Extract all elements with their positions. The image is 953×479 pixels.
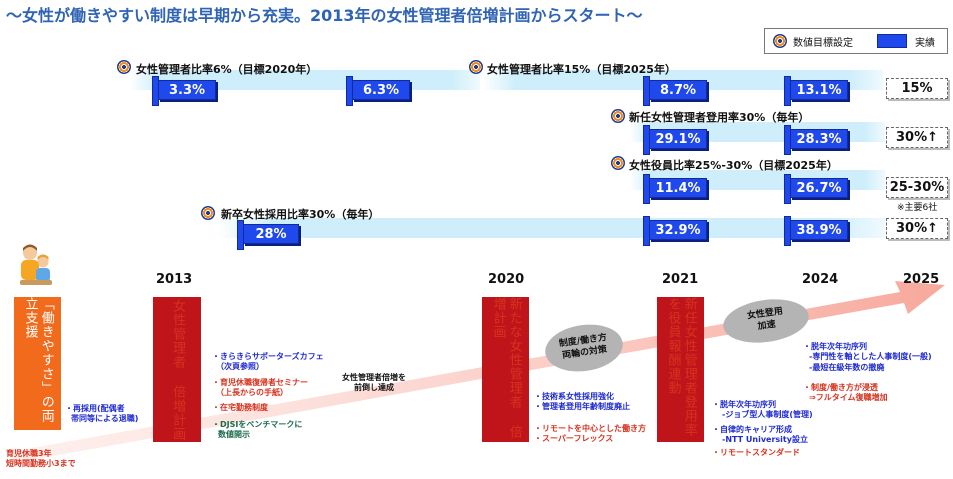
target-icon	[773, 34, 787, 48]
note-line: ・きらきらサポーターズカフェ	[212, 352, 324, 361]
note-remote2: ・リモートを中心とした働き方 ・スーパーフレックス	[534, 424, 646, 445]
goal-box: 30%↑	[886, 127, 948, 148]
target-icon	[469, 60, 483, 74]
plan-2020-box: 新たな女性管理者 倍増計画	[482, 297, 529, 442]
note-line: 育児休職3年	[6, 449, 52, 458]
actual-flag: 8.7%	[643, 76, 707, 106]
note-line: -NTT University設立	[722, 435, 808, 445]
note-line: ・育児休職復帰者セミナー	[212, 378, 308, 387]
note-cafe: ・きらきらサポーターズカフェ （次頁参照）	[212, 352, 324, 373]
note-rehire: ・再採用(配偶者 帯同等による退職)	[65, 404, 138, 425]
plan-2021-box: 新任女性管理者登用率を役員報酬連動	[657, 297, 704, 442]
promote-line: 加速	[757, 319, 777, 333]
actual-flag: 6.3%	[346, 76, 410, 106]
note-line: 女性管理者倍増を	[342, 373, 406, 382]
actual-flag: 29.1%	[643, 125, 707, 155]
note-line: 帯同等による退職)	[71, 414, 139, 424]
goal-box: 15%	[886, 78, 948, 99]
note-line: ・リモートスタンダード	[712, 448, 800, 457]
note-line: ・在宅勤務制度	[212, 403, 268, 412]
note-line: ・脱年次年功序列	[803, 342, 867, 351]
note-line: ・スーパーフレックス	[534, 434, 614, 444]
note-line: 前倒し達成	[354, 383, 394, 393]
note-ahead: 女性管理者倍増を 前倒し達成	[342, 373, 406, 394]
note-line: ・技術系女性採用強化	[534, 392, 614, 401]
year-2020: 2020	[488, 272, 525, 287]
plan-2013-box: 女性管理者 倍増計画	[153, 297, 201, 442]
year-2024: 2024	[802, 272, 839, 287]
actual-flag: 11.4%	[643, 174, 707, 204]
year-2013: 2013	[156, 272, 193, 287]
goal-box: 25-30%	[886, 177, 948, 198]
actual-flag: 13.1%	[784, 76, 848, 106]
goal-box: 30%↑	[886, 218, 948, 239]
year-2025: 2025	[903, 272, 940, 287]
actual-flag: 32.9%	[643, 216, 707, 246]
band-officer-label: 女性役員比率25%-30%（目標2025年）	[629, 159, 838, 172]
note-rehire2: ・制度/働き方が浸透 ⇒フルタイム復職増加	[803, 383, 888, 404]
note-tech: ・技術系女性採用強化 ・管理者登用年齢制度廃止	[534, 392, 630, 413]
target-icon	[201, 206, 215, 220]
actual-flag: 28%	[237, 220, 299, 250]
note-remote: ・在宅勤務制度	[212, 403, 268, 413]
legend: 数値目標設定 実績	[764, 28, 948, 54]
note-line: （次頁参照）	[216, 362, 264, 372]
band-mgr2020-label: 女性管理者比率6%（目標2020年）	[136, 63, 318, 76]
band-newmgr-label: 新任女性管理者登用率30%（毎年）	[629, 111, 810, 124]
officer-note: ※主要6社	[897, 203, 938, 213]
actual-flag: 26.7%	[784, 174, 848, 204]
note-line: -最短在級年数の撤廃	[809, 362, 885, 372]
note-jobtype: ・脱年次年功序列 -ジョブ型人事制度(管理)	[712, 400, 813, 421]
family-icon	[20, 244, 52, 285]
note-djsi: ・DJSIをベンチマークに 数値開示	[212, 420, 302, 441]
note-line: 数値開示	[218, 430, 250, 440]
note-line: ⇒フルタイム復職増加	[809, 393, 888, 403]
note-expert: ・脱年次年功序列 -専門性を軸とした人事制度(一般) -最短在級年数の撤廃	[803, 342, 932, 373]
note-remote3: ・リモートスタンダード	[712, 448, 800, 458]
work-support-box: 「働きやすさ」の両立支援	[14, 297, 61, 430]
note-line: ・DJSIをベンチマークに	[212, 420, 303, 429]
year-2021: 2021	[662, 272, 699, 287]
target-icon	[611, 156, 625, 170]
legend-actual-label: 実績	[915, 38, 935, 49]
note-line: ・管理者登用年齢制度廃止	[534, 402, 630, 412]
note-line: ・リモートを中心とした働き方	[534, 424, 646, 433]
target-icon	[117, 60, 131, 74]
note-line: ・再採用(配偶者	[65, 404, 125, 413]
note-line: -専門性を軸とした人事制度(一般)	[809, 352, 932, 362]
band-grad-label: 新卒女性採用比率30%（毎年）	[221, 208, 380, 221]
legend-target-label: 数値目標設定	[793, 38, 853, 49]
note-line: -ジョブ型人事制度(管理)	[722, 410, 813, 420]
page-title: ～女性が働きやすい制度は早期から充実。2013年の女性管理者倍増計画からスタート…	[6, 6, 643, 25]
note-line: （上長からの手紙）	[216, 388, 288, 398]
note-line: ・制度/働き方が浸透	[803, 383, 878, 392]
blue-flag-icon	[877, 34, 907, 48]
actual-flag: 3.3%	[152, 76, 216, 106]
actual-flag: 28.3%	[784, 125, 848, 155]
band-grad	[218, 218, 885, 238]
note-seminar: ・育児休職復帰者セミナー （上長からの手紙）	[212, 378, 308, 399]
actual-flag: 38.9%	[784, 216, 848, 246]
target-icon	[611, 109, 625, 123]
note-leave: 育児休職3年 短時間勤務小3まで	[6, 449, 76, 470]
note-line: ・脱年次年功序列	[712, 400, 776, 409]
note-line: 短時間勤務小3まで	[6, 459, 76, 469]
band-mgr2025-label: 女性管理者比率15%（目標2025年）	[487, 63, 676, 76]
note-career: ・自律的キャリア形成 -NTT University設立	[712, 425, 808, 446]
note-line: ・自律的キャリア形成	[712, 425, 792, 434]
